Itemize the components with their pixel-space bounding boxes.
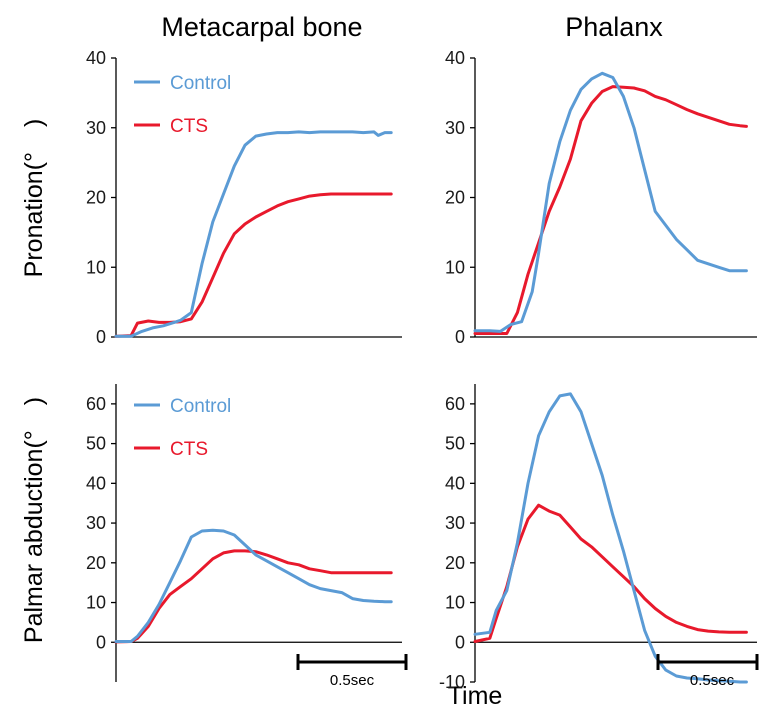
series-line-cts <box>114 549 393 644</box>
y-tick-label: 10 <box>86 593 106 613</box>
y-tick-label: 10 <box>445 257 465 277</box>
y-tick-label: 20 <box>445 553 465 573</box>
series-line-cts <box>114 192 393 338</box>
y-tick-label: 0 <box>96 327 106 347</box>
series-line-control <box>114 130 393 338</box>
series-line-control <box>473 392 748 684</box>
scale-bar-label: 0.5sec <box>690 672 735 689</box>
panel-metacarpal-palmar-abduction: 0 10 20 30 40 50 60 Control CTS <box>86 384 402 682</box>
y-tick-label: 40 <box>86 473 106 493</box>
y-tick-label: 40 <box>86 48 106 68</box>
y-tick-label: 40 <box>445 48 465 68</box>
scale-bar-left: 0.5sec <box>296 654 408 689</box>
series-line-cts <box>473 85 748 335</box>
y-tick-label: 30 <box>445 118 465 138</box>
y-tick-label: 30 <box>86 118 106 138</box>
y-tick-label: 20 <box>445 188 465 208</box>
y-tick-label: 0 <box>455 632 465 652</box>
y-tick-label: 30 <box>445 513 465 533</box>
legend-label-cts: CTS <box>170 116 208 137</box>
col-title-metacarpal: Metacarpal bone <box>161 12 362 42</box>
scale-bar-right: 0.5sec <box>656 654 759 689</box>
legend-label-control: Control <box>170 396 231 417</box>
panel-metacarpal-pronation: 0 10 20 30 40 Control CTS <box>86 48 402 347</box>
y-tick-label: 0 <box>455 327 465 347</box>
scale-bar-label: 0.5sec <box>330 672 375 689</box>
y-tick-label: 10 <box>445 593 465 613</box>
legend-label-cts: CTS <box>170 439 208 460</box>
row-label-pronation: Pronation(° ) <box>20 119 48 278</box>
y-tick-label: 60 <box>86 394 106 414</box>
y-tick-label: 20 <box>86 553 106 573</box>
y-tick-label: 20 <box>86 188 106 208</box>
row-label-palmar-abduction: Palmar abduction(° ) <box>20 397 48 643</box>
legend-label-control: Control <box>170 73 231 94</box>
series-line-control <box>114 528 393 643</box>
x-axis-label: Time <box>448 682 503 710</box>
y-tick-label: 40 <box>445 473 465 493</box>
y-tick-label: 60 <box>445 394 465 414</box>
y-tick-label: 30 <box>86 513 106 533</box>
series-line-cts <box>473 503 748 643</box>
y-tick-label: 50 <box>86 434 106 454</box>
y-tick-label: -10 <box>439 672 465 692</box>
panel-phalanx-pronation: 0 10 20 30 40 <box>445 48 757 347</box>
series-line-control <box>473 71 748 333</box>
y-tick-label: 0 <box>96 632 106 652</box>
y-tick-label: 10 <box>86 257 106 277</box>
col-title-phalanx: Phalanx <box>565 12 663 42</box>
panel-phalanx-palmar-abduction: -10 0 10 20 30 40 50 60 <box>439 384 757 692</box>
y-tick-label: 50 <box>445 434 465 454</box>
